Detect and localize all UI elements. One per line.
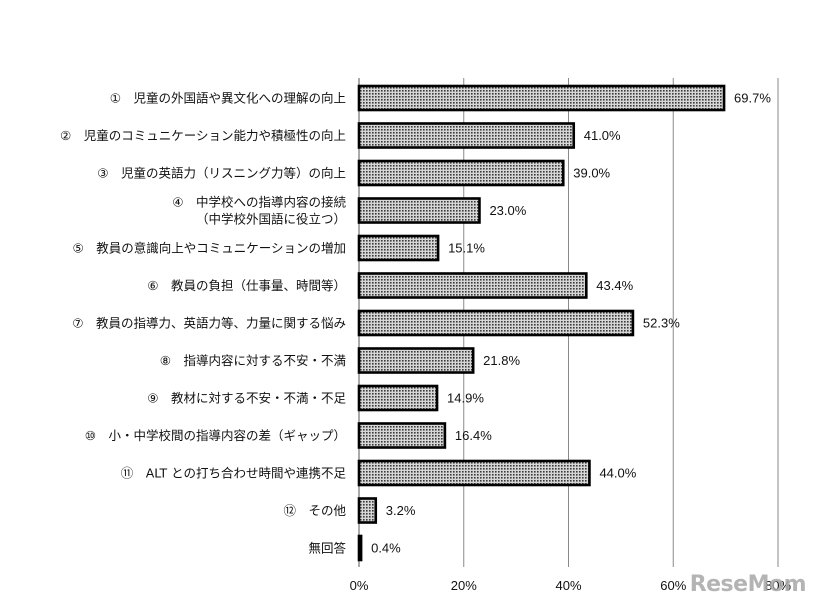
bar <box>357 272 588 299</box>
bars <box>357 84 726 562</box>
value-label: 21.8% <box>483 353 520 368</box>
category-label-line: （中学校外国語に役立つ） <box>196 212 346 227</box>
bar <box>357 497 378 524</box>
bar <box>357 309 635 337</box>
value-label: 3.2% <box>386 503 416 518</box>
value-label: 16.4% <box>455 428 492 443</box>
category-label: ⑩ 小・中学校間の指導内容の差（ギャップ） <box>85 428 346 443</box>
bar <box>357 422 447 449</box>
category-label: ⑧ 指導内容に対する不安・不満 <box>160 353 346 368</box>
category-label: ② 児童のコミュニケーション能力や積極性の向上 <box>60 128 346 143</box>
value-label: 15.1% <box>448 241 485 256</box>
x-tick-label: 60% <box>660 578 686 593</box>
watermark-logo: ReseMom <box>689 572 807 597</box>
value-label: 39.0% <box>573 166 610 181</box>
value-label: 43.4% <box>596 278 633 293</box>
bar <box>357 459 591 487</box>
category-label: ⑪ ALT との打ち合わせ時間や連携不足 <box>121 466 347 481</box>
bar <box>357 234 440 262</box>
bar <box>357 122 576 149</box>
category-label: ⑦ 教員の指導力、英語力等、力量に関する悩み <box>72 316 346 331</box>
bar <box>357 84 726 112</box>
value-labels: 69.7% 41.0% 39.0% 23.0% 15.1% 43.4% 52.3% 21.8%… <box>371 91 771 556</box>
bar <box>357 534 363 562</box>
bar <box>357 347 475 374</box>
category-label: ① 児童の外国語や異文化への理解の向上 <box>110 91 346 106</box>
category-label-line: ④ 中学校への指導内容の接続 <box>172 195 346 210</box>
value-label: 41.0% <box>584 128 621 143</box>
category-labels: ① 児童の外国語や異文化への理解の向上 ② 児童のコミュニケーション能力や積極性の… <box>60 91 346 556</box>
category-label: ⑤ 教員の意識向上やコミュニケーションの増加 <box>73 241 346 256</box>
x-tick-label: 40% <box>555 578 581 593</box>
value-label: 44.0% <box>599 466 636 481</box>
value-label: 14.9% <box>447 391 484 406</box>
category-label: ⑫ その他 <box>283 503 346 518</box>
bar <box>357 197 481 224</box>
bar <box>357 159 565 187</box>
category-label: ③ 児童の英語力（リスニング力等）の向上 <box>97 166 346 181</box>
bar <box>357 384 439 412</box>
x-tick-label: 20% <box>451 578 477 593</box>
category-label: 無回答 <box>308 541 346 556</box>
value-label: 23.0% <box>489 203 526 218</box>
x-tick-label: 0% <box>350 578 369 593</box>
value-label: 52.3% <box>643 316 680 331</box>
category-label: ⑥ 教員の負担（仕事量、時間等） <box>147 278 346 293</box>
category-label: ⑨ 教材に対する不安・不満・不足 <box>147 391 346 406</box>
x-tick-label: 80% <box>765 578 791 593</box>
x-axis-tick-labels: 0% 20% 40% 60% 80% <box>350 578 792 593</box>
value-label: 0.4% <box>371 541 401 556</box>
value-label: 69.7% <box>734 91 771 106</box>
category-label: ④ 中学校への指導内容の接続 （中学校外国語に役立つ） <box>172 195 346 227</box>
